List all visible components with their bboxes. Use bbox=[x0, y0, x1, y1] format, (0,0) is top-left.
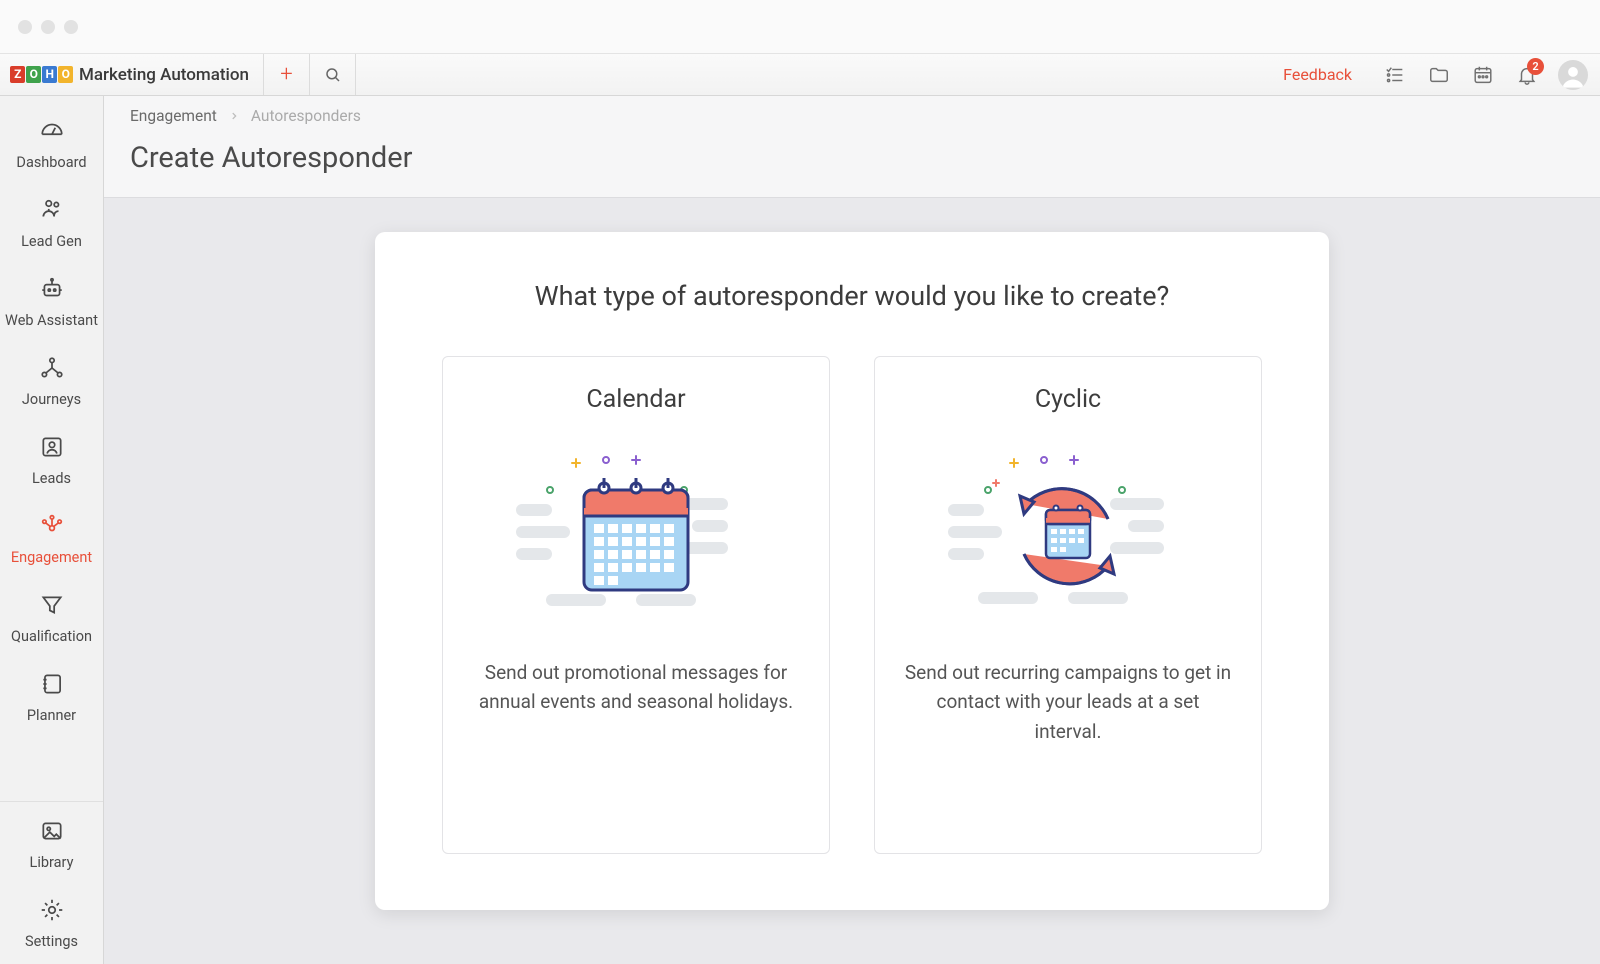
main-header: Engagement Autoresponders Create Autores… bbox=[104, 96, 1600, 198]
sidebar-item-journeys[interactable]: Journeys bbox=[0, 343, 103, 422]
option-calendar-title: Calendar bbox=[586, 385, 685, 414]
top-right: Feedback 2 bbox=[1265, 54, 1600, 95]
search-button[interactable] bbox=[310, 54, 356, 95]
sidebar: Dashboard Lead Gen Web Assistant bbox=[0, 96, 104, 964]
notifications-icon[interactable]: 2 bbox=[1508, 60, 1546, 90]
notebook-icon bbox=[39, 671, 65, 701]
page-title: Create Autoresponder bbox=[130, 131, 1574, 197]
content: What type of autoresponder would you lik… bbox=[104, 198, 1600, 964]
brand[interactable]: ZOHO Marketing Automation bbox=[0, 54, 264, 95]
option-cyclic-title: Cyclic bbox=[1035, 385, 1101, 414]
calendar-illustration bbox=[506, 444, 766, 624]
option-calendar[interactable]: Calendar bbox=[442, 356, 830, 854]
sidebar-item-library[interactable]: Library bbox=[0, 806, 103, 885]
sidebar-item-qualification[interactable]: Qualification bbox=[0, 580, 103, 659]
gauge-icon bbox=[39, 118, 65, 148]
option-calendar-desc: Send out promotional messages for annual… bbox=[471, 658, 801, 717]
sidebar-item-label: Library bbox=[30, 854, 74, 871]
journey-icon bbox=[39, 355, 65, 385]
sidebar-item-lead-gen[interactable]: Lead Gen bbox=[0, 185, 103, 264]
traffic-light-close[interactable] bbox=[18, 20, 32, 34]
robot-icon bbox=[39, 276, 65, 306]
sidebar-item-label: Engagement bbox=[11, 549, 92, 566]
panel-title: What type of autoresponder would you lik… bbox=[417, 280, 1287, 312]
main: Engagement Autoresponders Create Autores… bbox=[104, 96, 1600, 964]
sidebar-item-settings[interactable]: Settings bbox=[0, 885, 103, 964]
window-chrome bbox=[0, 0, 1600, 54]
notification-badge: 2 bbox=[1527, 58, 1544, 75]
sidebar-item-leads[interactable]: Leads bbox=[0, 422, 103, 501]
sidebar-item-label: Qualification bbox=[11, 628, 92, 645]
traffic-light-min[interactable] bbox=[41, 20, 55, 34]
image-icon bbox=[39, 818, 65, 848]
zoho-logo: ZOHO bbox=[10, 66, 73, 83]
breadcrumb-parent[interactable]: Engagement bbox=[130, 107, 217, 125]
avatar[interactable] bbox=[1558, 60, 1588, 90]
sidebar-item-planner[interactable]: Planner bbox=[0, 659, 103, 738]
breadcrumb-current: Autoresponders bbox=[251, 107, 361, 125]
sidebar-item-label: Lead Gen bbox=[21, 233, 82, 250]
people-icon bbox=[39, 197, 65, 227]
feedback-link[interactable]: Feedback bbox=[1265, 65, 1370, 84]
traffic-light-max[interactable] bbox=[64, 20, 78, 34]
contact-card-icon bbox=[39, 434, 65, 464]
breadcrumb: Engagement Autoresponders bbox=[130, 96, 1574, 131]
new-button[interactable]: + bbox=[264, 54, 310, 95]
brand-name: Marketing Automation bbox=[79, 65, 249, 85]
engagement-icon bbox=[39, 513, 65, 543]
type-chooser-panel: What type of autoresponder would you lik… bbox=[375, 232, 1329, 910]
option-cyclic[interactable]: Cyclic bbox=[874, 356, 1262, 854]
folder-icon[interactable] bbox=[1420, 60, 1458, 90]
option-cyclic-desc: Send out recurring campaigns to get in c… bbox=[903, 658, 1233, 746]
funnel-icon bbox=[39, 592, 65, 622]
sidebar-item-label: Web Assistant bbox=[5, 312, 98, 329]
sidebar-item-label: Dashboard bbox=[16, 154, 86, 171]
sidebar-item-label: Leads bbox=[32, 470, 71, 487]
sidebar-item-engagement[interactable]: Engagement bbox=[0, 501, 103, 580]
sidebar-item-label: Planner bbox=[27, 707, 76, 724]
calendar-top-icon[interactable] bbox=[1464, 60, 1502, 90]
chevron-right-icon bbox=[229, 107, 239, 125]
sidebar-item-dashboard[interactable]: Dashboard bbox=[0, 106, 103, 185]
top-bar: ZOHO Marketing Automation + Feedback bbox=[0, 54, 1600, 96]
cyclic-illustration bbox=[938, 444, 1198, 624]
sidebar-item-label: Journeys bbox=[22, 391, 81, 408]
task-list-icon[interactable] bbox=[1376, 60, 1414, 90]
sidebar-item-web-assistant[interactable]: Web Assistant bbox=[0, 264, 103, 343]
gear-icon bbox=[39, 897, 65, 927]
sidebar-item-label: Settings bbox=[25, 933, 78, 950]
